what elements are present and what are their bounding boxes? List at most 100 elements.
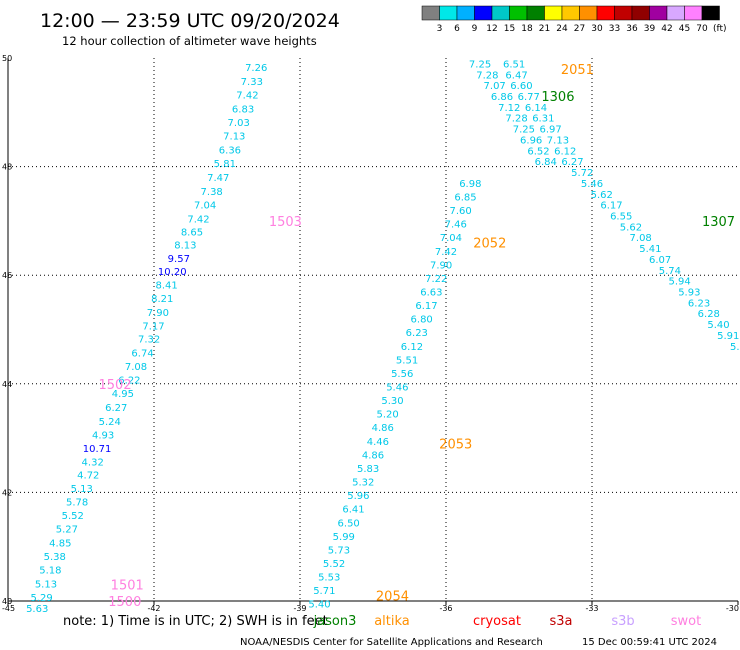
wave-height-value: 5.51	[396, 355, 418, 366]
color-scale-swatch	[474, 5, 493, 21]
x-tick-label: -33	[585, 604, 598, 613]
color-scale-swatch	[614, 5, 633, 21]
wave-height-value: 7.38	[201, 187, 223, 198]
wave-height-value: 7.25	[513, 125, 535, 136]
color-scale-label: 33	[609, 24, 620, 34]
wave-height-value: 6.41	[342, 505, 364, 516]
wave-height-value: 5.46	[386, 383, 408, 394]
footer-timestamp: 15 Dec 00:59:41 UTC 2024	[582, 637, 717, 648]
wave-height-value: 5.40	[308, 600, 330, 611]
wave-height-value: 6.55	[610, 211, 632, 222]
wave-height-value: 5.24	[99, 417, 121, 428]
wave-height-value: 6.97	[540, 125, 562, 136]
wave-height-value: 4.72	[77, 470, 99, 481]
wave-height-value: 5.62	[591, 190, 613, 201]
chart-subtitle: 12 hour collection of altimeter wave hei…	[62, 34, 317, 48]
wave-height-value: 6.86	[491, 92, 513, 103]
color-scale-label: 12	[486, 24, 497, 34]
wave-height-value: 5.94	[668, 277, 690, 288]
wave-height-value: 6.51	[503, 59, 525, 70]
wave-height-value: 4.93	[92, 431, 114, 442]
wave-height-value: 7.12	[498, 103, 520, 114]
wave-height-value: 5.96	[347, 491, 369, 502]
wave-height-value: 8.13	[174, 241, 196, 252]
wave-height-value: 6.17	[600, 201, 622, 212]
wave-height-value: 6.77	[518, 92, 540, 103]
wave-height-value: 5.78	[66, 497, 88, 508]
wave-height-value: 7.33	[241, 77, 263, 88]
wave-height-value: 6.14	[525, 103, 547, 114]
wave-height-value: 6.22	[118, 375, 140, 386]
y-tick-label: 50	[2, 54, 12, 63]
wave-height-value: 7.42	[435, 247, 457, 258]
wave-height-value: 5.46	[581, 179, 603, 190]
pass-number-label: 1307	[702, 215, 735, 230]
color-scale-label: 18	[521, 24, 533, 34]
footer-credit: NOAA/NESDIS Center for Satellite Applica…	[240, 637, 543, 648]
x-tick-label: -42	[147, 604, 160, 613]
color-scale-label: 21	[539, 24, 550, 34]
wave-height-value: 5.81	[214, 159, 236, 170]
x-tick-label: -30	[726, 604, 739, 613]
wave-height-value: 7.17	[142, 322, 164, 333]
color-scale-swatch	[666, 5, 685, 21]
wave-height-value: 6.27	[105, 403, 127, 414]
wave-height-value: 6.17	[415, 301, 437, 312]
color-scale-label: 36	[626, 24, 638, 34]
wave-height-value: 5.38	[44, 552, 66, 563]
wave-height-value: 7.90	[430, 260, 452, 271]
wave-height-value: 6.52	[527, 146, 549, 157]
pass-number-label: 1500	[108, 595, 141, 610]
x-tick-label: -45	[2, 604, 15, 613]
x-tick-label: -36	[439, 604, 452, 613]
wave-height-value: 6.98	[459, 179, 481, 190]
wave-height-value: 7.04	[440, 233, 462, 244]
wave-height-value: 5.63	[26, 604, 48, 615]
color-scale-swatch	[544, 5, 563, 21]
color-scale-swatch	[701, 5, 720, 21]
wave-height-value: 5.20	[376, 410, 398, 421]
color-scale-label: 3	[437, 24, 443, 34]
satellite-legend-swot: swot	[671, 614, 701, 629]
wave-height-value: 7.42	[236, 91, 258, 102]
pass-number-label: 1501	[111, 579, 144, 594]
wave-height-value: 5.62	[620, 222, 642, 233]
wave-height-value: 5.27	[56, 525, 78, 536]
wave-height-value: 7.13	[223, 132, 245, 143]
wave-height-value: 5.41	[639, 244, 661, 255]
wave-height-value: 6.12	[554, 146, 576, 157]
wave-height-value: 7.32	[138, 335, 160, 346]
color-scale-label: 24	[556, 24, 568, 34]
color-scale-swatch	[684, 5, 703, 21]
wave-height-value: 6.50	[338, 518, 360, 529]
wave-height-value: 4.46	[367, 437, 389, 448]
wave-height-value: 5.99	[333, 532, 355, 543]
wave-height-value: 5.30	[381, 396, 403, 407]
wave-height-value: 5.53	[318, 573, 340, 584]
pass-number-label: 2052	[473, 237, 506, 252]
color-scale-swatch	[579, 5, 598, 21]
satellite-legend-altika: altika	[374, 614, 410, 629]
wave-height-value: 7.22	[425, 274, 447, 285]
wave-height-value: 5.71	[313, 586, 335, 597]
pass-number-label: 2053	[439, 438, 472, 453]
wave-height-value: 7.26	[245, 63, 267, 74]
wave-height-value: 10.20	[158, 267, 187, 278]
wave-height-value: 7.07	[484, 81, 506, 92]
color-scale-swatch	[649, 5, 668, 21]
y-tick-label: 40	[2, 597, 12, 606]
wave-height-value: 5.52	[323, 559, 345, 570]
wave-height-value: 5.73	[328, 545, 350, 556]
wave-height-value: 6.12	[401, 342, 423, 353]
wave-height-value: 5.32	[352, 478, 374, 489]
wave-height-value: 7.46	[445, 220, 467, 231]
wave-height-value: 7.28	[476, 70, 498, 81]
wave-height-value: 6.23	[406, 328, 428, 339]
color-scale-swatch	[421, 5, 440, 21]
wave-height-value: 6.28	[698, 309, 720, 320]
color-scale-label: 42	[661, 24, 672, 34]
wave-height-value: 6.83	[232, 104, 254, 115]
wave-height-value: 5.4	[730, 342, 740, 353]
wave-height-value: 6.84	[535, 157, 557, 168]
wave-height-value: 7.08	[630, 233, 652, 244]
